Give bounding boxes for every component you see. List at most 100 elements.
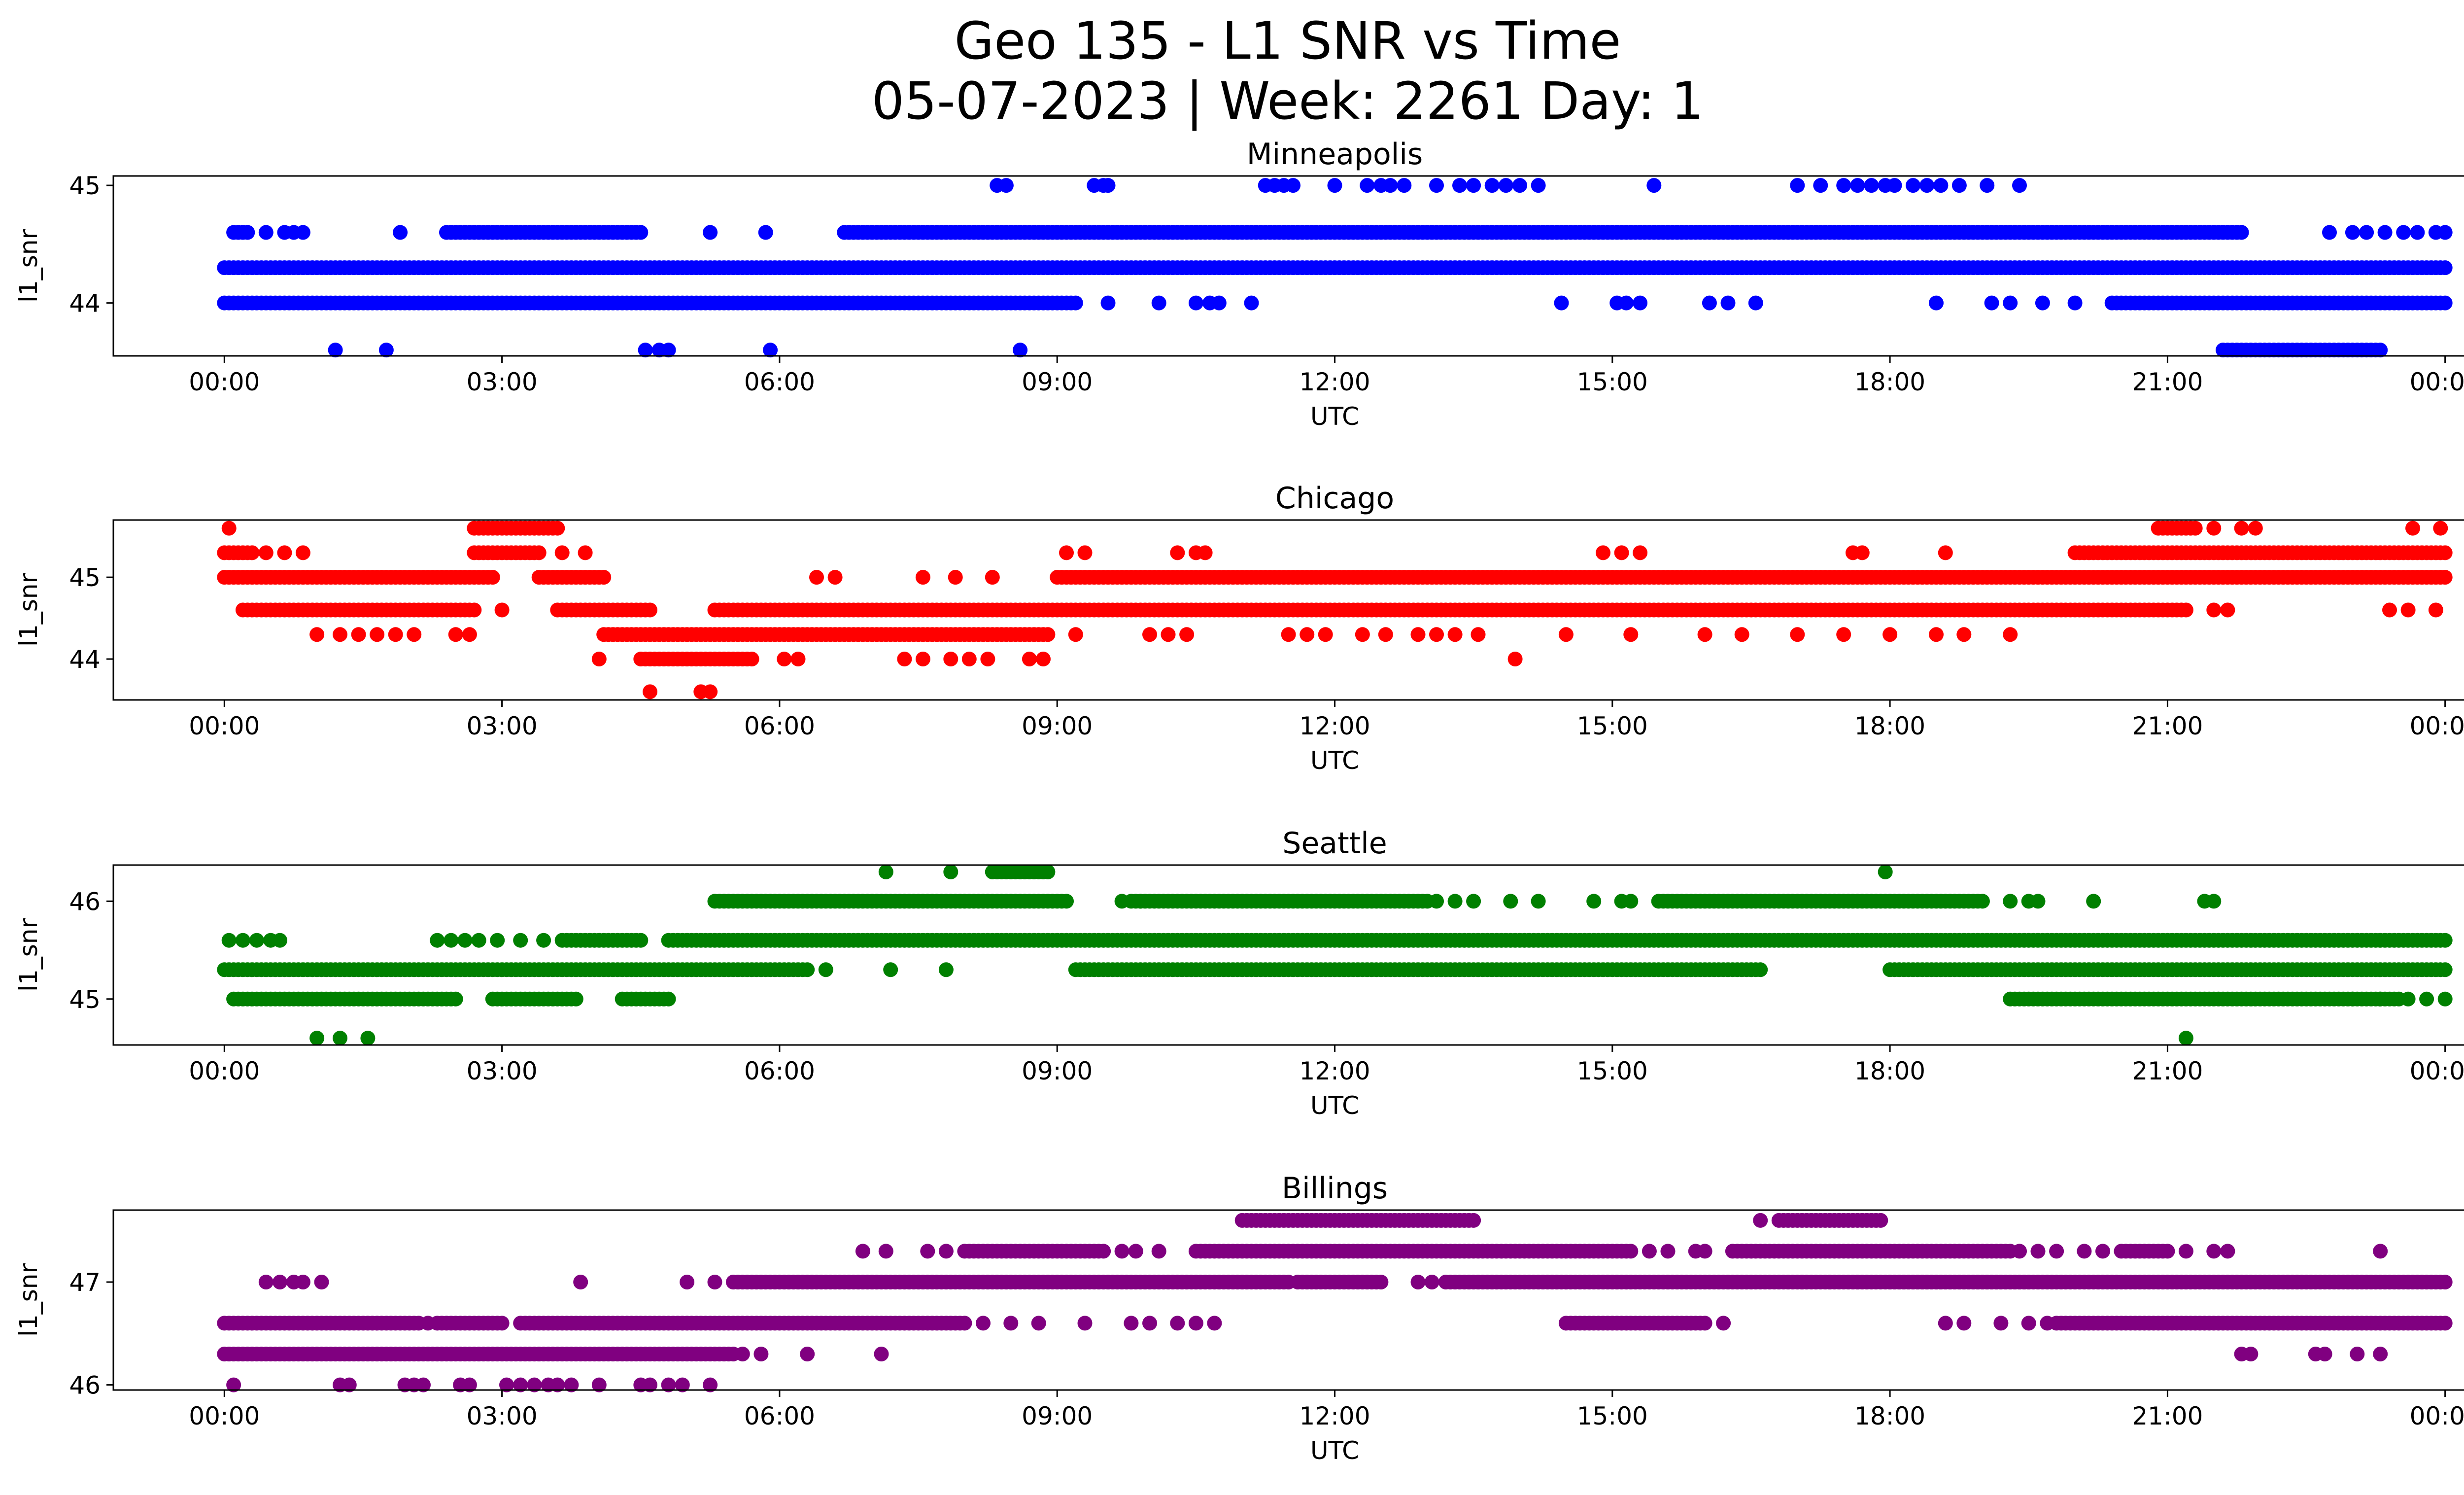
data-point bbox=[1151, 295, 1166, 311]
data-point bbox=[444, 933, 459, 948]
data-point bbox=[643, 602, 657, 618]
data-point bbox=[494, 1316, 510, 1331]
data-point bbox=[878, 1244, 893, 1259]
data-point bbox=[2234, 225, 2249, 240]
data-point bbox=[1013, 343, 1028, 358]
panel-title: Seattle bbox=[1282, 826, 1387, 861]
data-point bbox=[920, 1244, 935, 1259]
data-point bbox=[1059, 894, 1074, 909]
data-point bbox=[1794, 1275, 1810, 1289]
x-tick-label: 21:00 bbox=[2132, 368, 2203, 396]
data-point bbox=[1956, 1316, 1972, 1331]
data-point bbox=[1100, 178, 1116, 193]
data-point bbox=[643, 1377, 657, 1392]
data-point bbox=[295, 545, 310, 560]
x-axis-label: UTC bbox=[1310, 746, 1359, 775]
data-point bbox=[2095, 1244, 2110, 1259]
data-point bbox=[2437, 991, 2453, 1007]
data-point bbox=[388, 627, 403, 642]
data-point bbox=[1124, 1316, 1139, 1331]
data-point bbox=[2405, 521, 2420, 536]
data-point bbox=[1753, 962, 1768, 977]
data-point bbox=[1068, 627, 1083, 642]
data-point bbox=[661, 1377, 676, 1392]
data-point bbox=[1882, 627, 1898, 642]
data-point bbox=[883, 962, 898, 977]
data-point bbox=[591, 1377, 607, 1392]
data-point bbox=[1980, 178, 1995, 193]
data-point bbox=[490, 933, 505, 948]
data-point bbox=[494, 602, 510, 618]
x-tick-label: 18:00 bbox=[1854, 368, 1925, 396]
x-tick-label: 00:00 bbox=[189, 712, 260, 740]
data-point bbox=[1596, 545, 1610, 560]
data-point bbox=[342, 1377, 357, 1392]
data-point bbox=[2248, 521, 2263, 536]
data-point bbox=[1128, 1244, 1143, 1259]
scatter-points bbox=[217, 521, 2453, 699]
data-point bbox=[457, 933, 473, 948]
x-tick-label: 00:00 bbox=[2410, 712, 2464, 740]
y-tick-label: 45 bbox=[69, 563, 101, 592]
data-point bbox=[314, 1275, 329, 1289]
data-point bbox=[328, 343, 343, 358]
data-point bbox=[1993, 1316, 2009, 1331]
data-point bbox=[1281, 627, 1296, 642]
data-point bbox=[591, 652, 607, 666]
data-point bbox=[2400, 602, 2416, 618]
data-point bbox=[1938, 1316, 1953, 1331]
y-tick-label: 45 bbox=[69, 172, 101, 200]
data-point bbox=[2003, 627, 2018, 642]
x-tick-label: 06:00 bbox=[744, 1057, 815, 1085]
data-point bbox=[1512, 178, 1527, 193]
x-tick-label: 15:00 bbox=[1577, 1057, 1648, 1085]
data-point bbox=[378, 343, 394, 358]
data-point bbox=[800, 962, 815, 977]
data-point bbox=[370, 627, 385, 642]
data-point bbox=[948, 570, 963, 585]
y-tick-label: 46 bbox=[69, 887, 101, 916]
y-tick-label: 44 bbox=[69, 289, 101, 318]
data-point bbox=[2077, 1244, 2092, 1259]
data-point bbox=[1036, 652, 1051, 666]
data-point bbox=[2012, 178, 2027, 193]
data-point bbox=[661, 991, 676, 1007]
data-point bbox=[961, 652, 977, 666]
data-point bbox=[1207, 1316, 1222, 1331]
data-point bbox=[1929, 295, 1944, 311]
data-point bbox=[2003, 295, 2018, 311]
data-point bbox=[416, 1377, 431, 1392]
data-point bbox=[1040, 627, 1056, 642]
data-point bbox=[485, 570, 500, 585]
data-point bbox=[707, 1275, 722, 1289]
data-point bbox=[467, 602, 482, 618]
x-tick-label: 00:00 bbox=[189, 1057, 260, 1085]
data-point bbox=[1161, 627, 1176, 642]
data-point bbox=[2410, 225, 2425, 240]
data-point bbox=[763, 343, 778, 358]
data-point bbox=[1623, 1244, 1639, 1259]
x-tick-label: 12:00 bbox=[1299, 1057, 1370, 1085]
y-tick-label: 46 bbox=[69, 1371, 101, 1400]
data-point bbox=[1642, 1244, 1657, 1259]
data-point bbox=[809, 570, 824, 585]
x-tick-label: 12:00 bbox=[1299, 712, 1370, 740]
data-point bbox=[2373, 991, 2388, 1007]
data-point bbox=[938, 962, 954, 977]
data-point bbox=[258, 225, 274, 240]
data-point bbox=[235, 933, 250, 948]
data-point bbox=[1170, 545, 1185, 560]
data-point bbox=[2437, 1275, 2453, 1289]
data-point bbox=[244, 545, 260, 560]
data-point bbox=[407, 627, 422, 642]
x-axis-label: UTC bbox=[1310, 402, 1359, 431]
data-point bbox=[1850, 1275, 1865, 1289]
data-point bbox=[1188, 295, 1203, 311]
data-point bbox=[1646, 178, 1662, 193]
data-point bbox=[1531, 894, 1546, 909]
data-point bbox=[2206, 521, 2222, 536]
data-point bbox=[878, 864, 893, 879]
data-point bbox=[2345, 991, 2360, 1007]
scatter-points bbox=[217, 864, 2453, 1046]
